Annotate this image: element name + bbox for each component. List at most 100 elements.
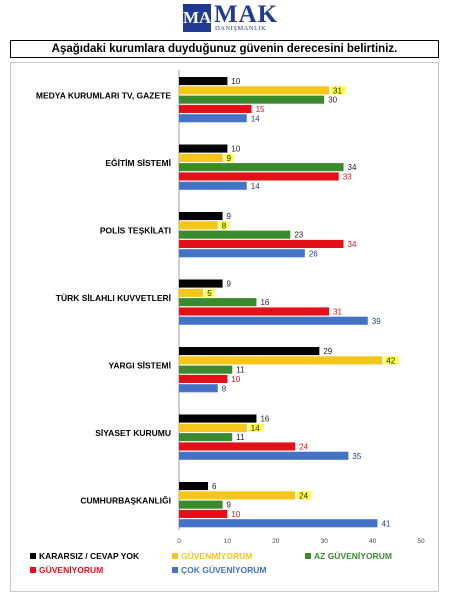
bar	[179, 433, 233, 442]
data-label: 6	[212, 482, 217, 491]
x-tick-label: 50	[417, 538, 425, 545]
data-label: 23	[294, 231, 303, 240]
data-label: 30	[328, 96, 337, 105]
category-label: EĞİTİM SİSTEMİ	[105, 157, 171, 168]
bar	[179, 104, 252, 113]
data-label: 34	[348, 163, 357, 172]
data-label: 31	[333, 308, 342, 317]
bar	[179, 519, 378, 528]
data-label: 34	[348, 240, 357, 249]
bar	[179, 442, 296, 451]
data-label: 33	[343, 173, 352, 182]
data-label: 16	[260, 415, 269, 424]
data-label: 8	[222, 384, 227, 393]
data-label: 9	[227, 212, 232, 221]
category-label: POLİS TEŞKİLATI	[100, 225, 171, 235]
bar	[179, 172, 339, 181]
bar	[179, 307, 330, 316]
logo-wordmark: MAK	[214, 1, 279, 28]
bar	[179, 356, 383, 365]
data-label: 42	[386, 356, 395, 365]
data-label: 9	[227, 154, 232, 163]
bar	[179, 316, 368, 325]
data-label: 10	[231, 145, 240, 154]
category-label: MEDYA KURUMLARI TV, GAZETE	[36, 90, 171, 100]
category-label: CUMHURBAŞKANLIĞI	[80, 494, 171, 505]
data-label: 24	[299, 443, 308, 452]
bar	[179, 509, 228, 518]
data-label-highlight	[219, 221, 229, 230]
bar	[179, 384, 218, 393]
bar	[179, 163, 344, 172]
data-label: 31	[333, 86, 342, 95]
bar	[179, 86, 330, 95]
bar	[179, 77, 228, 86]
x-tick-label: 10	[224, 538, 232, 545]
data-label-highlight	[224, 153, 234, 162]
bar	[179, 482, 209, 491]
legend-entry: GÜVENİYORUM	[39, 565, 103, 575]
data-label: 14	[251, 424, 260, 433]
bar	[179, 221, 218, 230]
data-label: 11	[236, 433, 245, 442]
bar	[179, 288, 204, 297]
chart-title: Aşağıdaki kurumlara duyduğunuz güvenin d…	[10, 40, 439, 58]
data-label-highlight	[384, 356, 399, 365]
bar	[179, 451, 349, 460]
bar	[179, 181, 247, 190]
category-label: SİYASET KURUMU	[95, 428, 171, 438]
data-label-highlight	[205, 288, 215, 297]
bar	[179, 365, 233, 374]
legend-entry: GÜVENMİYORUM	[181, 551, 252, 561]
bar	[179, 423, 247, 432]
logo-subtitle: DANIŞMANLIK	[215, 25, 267, 32]
bar	[179, 279, 223, 288]
data-label: 10	[231, 375, 240, 384]
bar	[179, 374, 228, 383]
legend-swatch	[172, 567, 178, 573]
data-label: 8	[222, 221, 227, 230]
x-tick-label: 20	[272, 538, 280, 545]
category-label: YARGI SİSTEMİ	[108, 360, 171, 370]
bar	[179, 212, 223, 221]
legend-swatch	[172, 553, 178, 559]
bar	[179, 114, 247, 123]
data-label: 9	[227, 280, 232, 289]
bar	[179, 298, 257, 307]
x-tick-label: 40	[369, 538, 377, 545]
chart-frame	[10, 62, 439, 592]
data-label-highlight	[297, 491, 312, 500]
bar	[179, 249, 305, 258]
legend-entry: ÇOK GÜVENİYORUM	[181, 565, 266, 575]
data-label: 16	[260, 298, 269, 307]
data-label: 15	[256, 105, 265, 114]
bar	[179, 347, 320, 356]
legend-swatch	[305, 553, 311, 559]
legend-swatch	[30, 553, 36, 559]
bar	[179, 95, 325, 104]
x-tick-label: 30	[321, 538, 329, 545]
bar	[179, 144, 228, 153]
data-label: 11	[236, 366, 245, 375]
data-label: 14	[251, 114, 260, 123]
data-label: 5	[207, 289, 212, 298]
data-label-highlight	[248, 423, 263, 432]
data-label: 10	[231, 77, 240, 86]
data-label: 14	[251, 182, 260, 191]
bar	[179, 153, 223, 162]
data-label: 41	[381, 519, 390, 528]
bar	[179, 491, 296, 500]
data-label: 10	[231, 510, 240, 519]
legend-entry: AZ GÜVENİYORUM	[314, 551, 392, 561]
data-label: 24	[299, 491, 308, 500]
data-label: 9	[227, 501, 232, 510]
x-tick-label: 0	[177, 538, 181, 545]
bar	[179, 414, 257, 423]
data-label-highlight	[331, 86, 346, 95]
data-label: 35	[352, 452, 361, 461]
bar	[179, 230, 291, 239]
data-label: 26	[309, 249, 318, 258]
bar	[179, 239, 344, 248]
data-label: 39	[372, 317, 381, 326]
